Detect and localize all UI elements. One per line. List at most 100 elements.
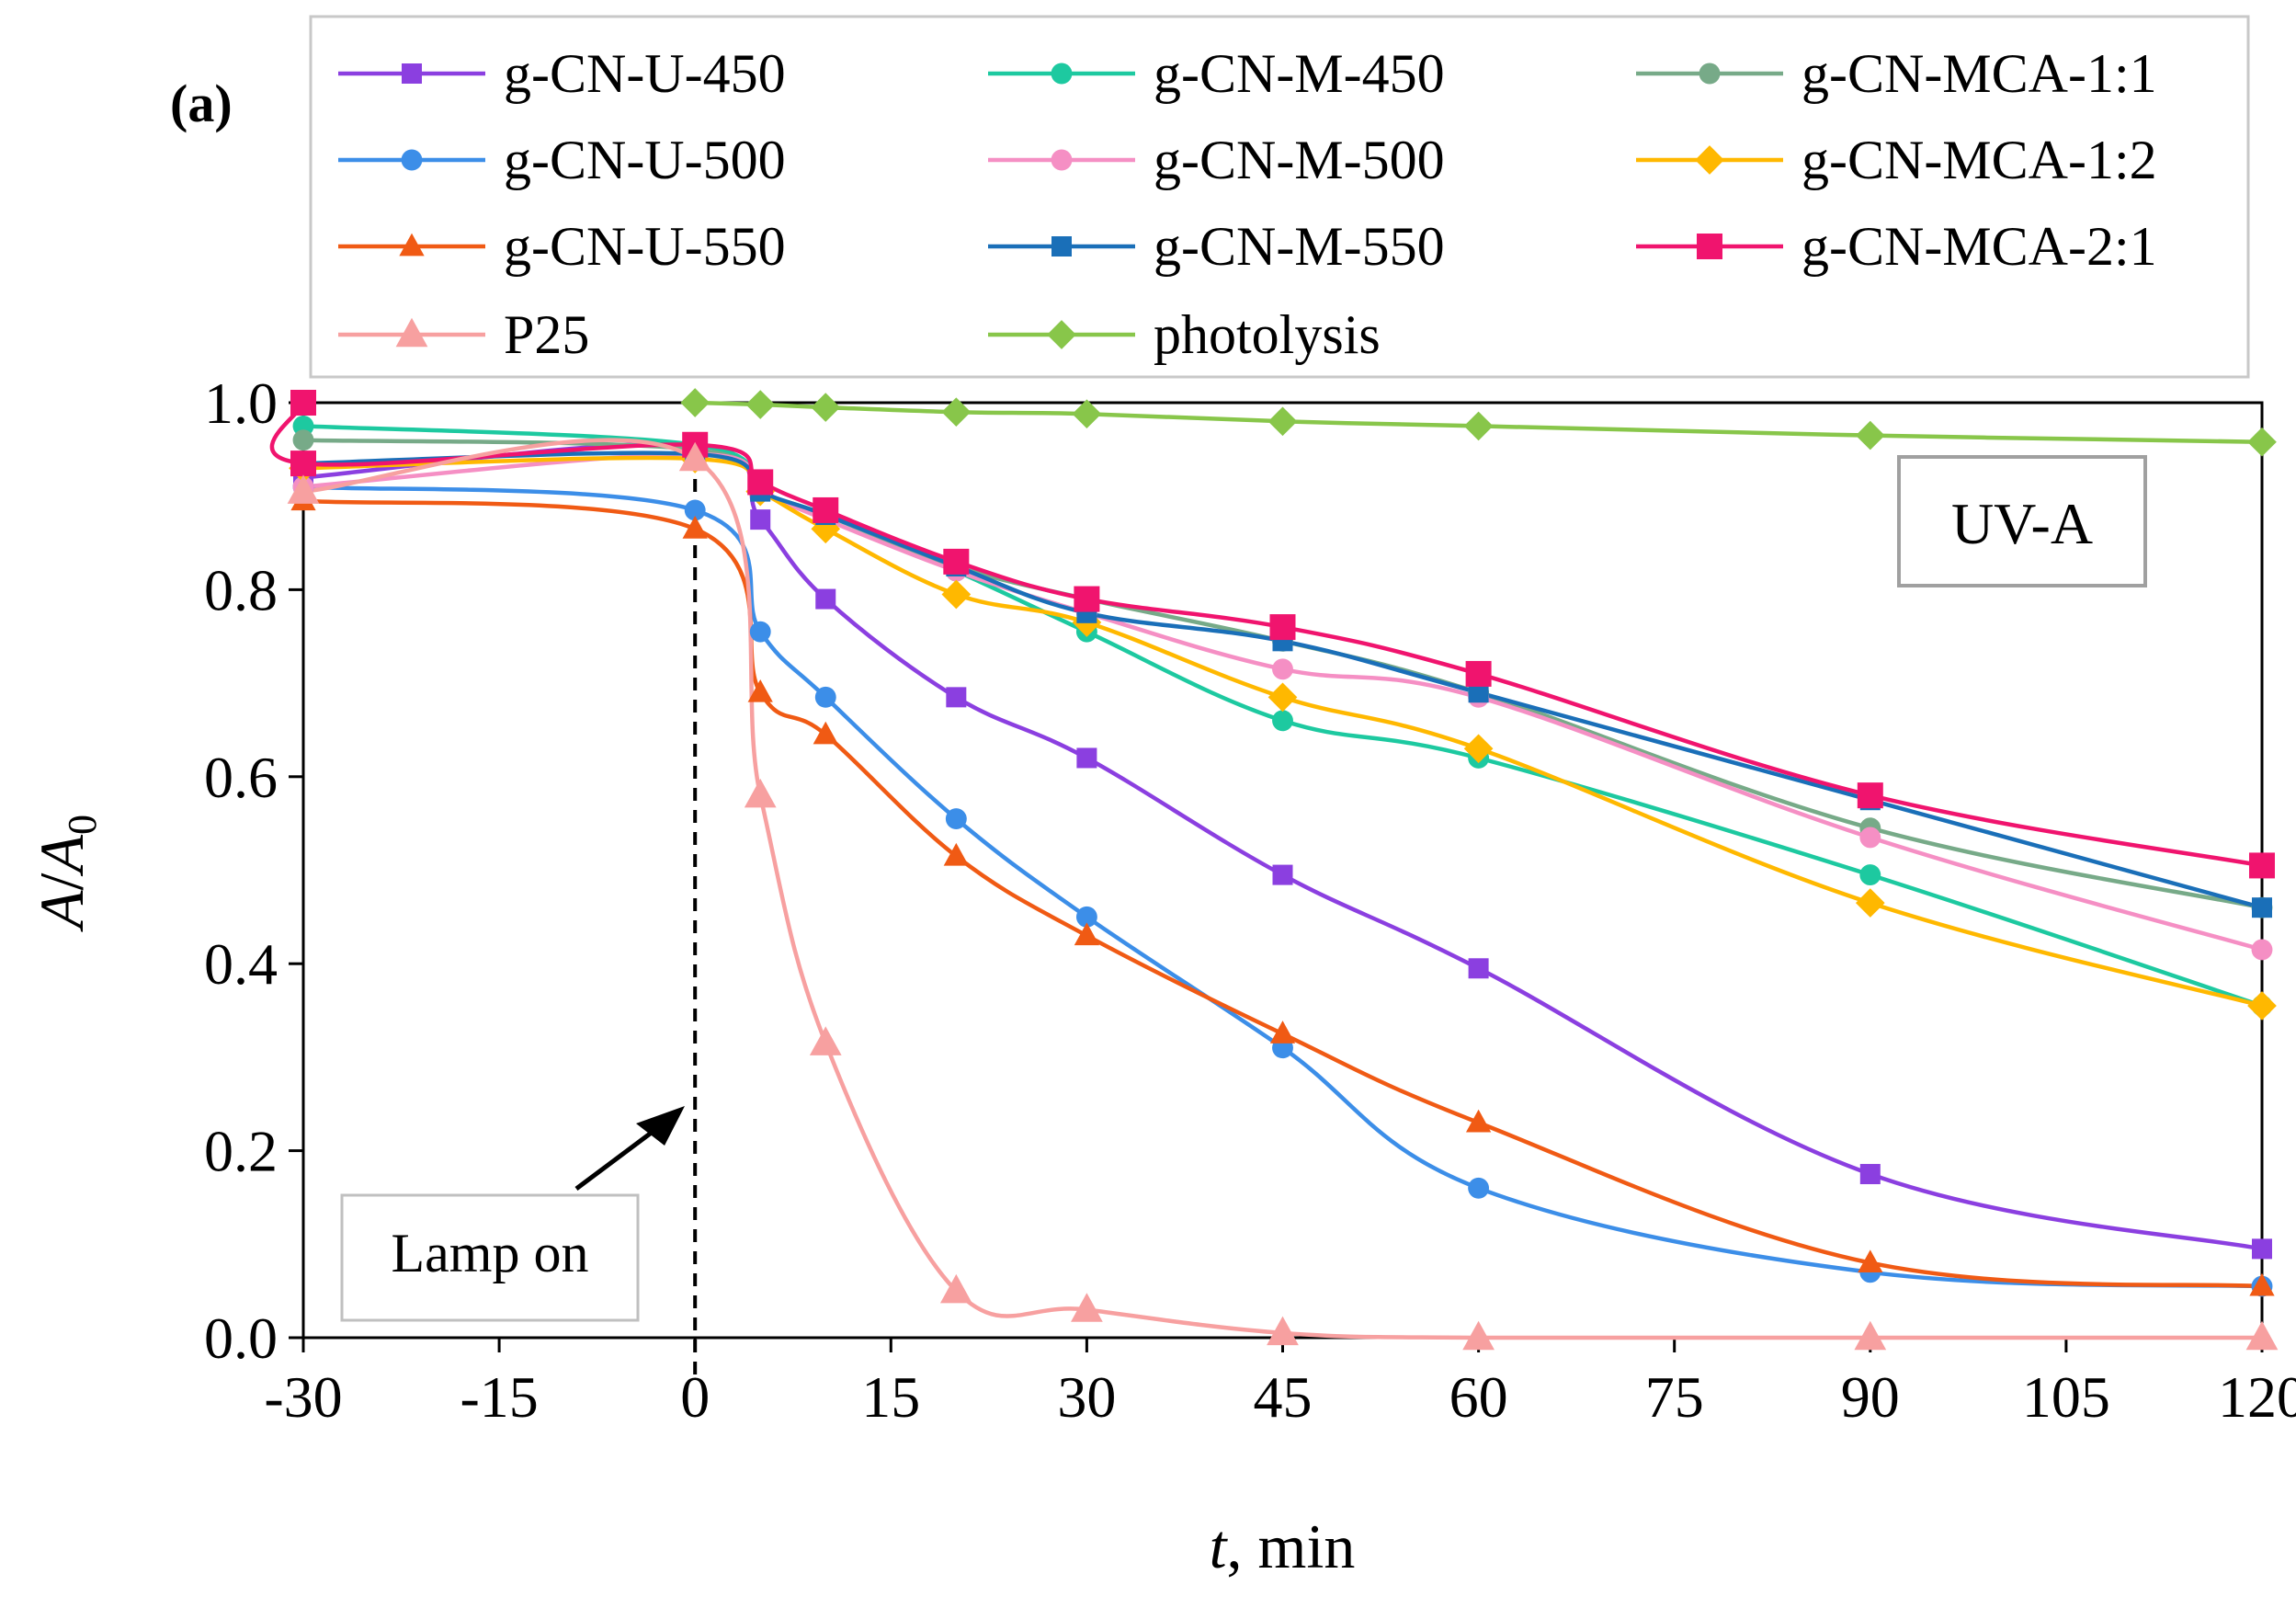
data-point-g-cn-mca-2-1 <box>1269 614 1296 641</box>
data-point-g-cn-mca-1-2 <box>1267 682 1298 713</box>
lamp-on-arrow-head <box>636 1106 685 1146</box>
data-point-g-cn-u-500 <box>814 686 836 708</box>
data-point-photolysis <box>745 390 776 419</box>
legend-marker <box>401 149 423 171</box>
legend-entry-g-cn-m-450: g-CN-M-450 <box>988 43 1445 104</box>
lamp-on-box <box>340 1193 640 1322</box>
legend-label: P25 <box>504 304 589 365</box>
data-point-photolysis <box>2247 427 2277 457</box>
legend-entry-g-cn-u-450: g-CN-U-450 <box>338 43 786 104</box>
x-tick-label: 60 <box>1449 1364 1508 1430</box>
data-point-p25 <box>744 778 777 808</box>
legend-entry-p25: P25 <box>338 304 589 365</box>
data-point-p25 <box>287 474 320 504</box>
data-point-g-cn-mca-1-2 <box>941 579 972 610</box>
x-axis-title-var: t <box>1210 1511 1229 1581</box>
legend-label: g-CN-MCA-1:1 <box>1802 43 2157 104</box>
data-point-g-cn-u-550 <box>1858 1249 1883 1273</box>
legend-entry-g-cn-m-500: g-CN-M-500 <box>988 130 1445 190</box>
x-tick-label: -15 <box>460 1364 538 1430</box>
legend-marker <box>1047 320 1076 349</box>
legend-box <box>309 15 2250 379</box>
panel-label: (a) <box>170 74 233 133</box>
legend-entry-g-cn-m-550: g-CN-M-550 <box>988 216 1445 277</box>
data-point-g-cn-mca-1-2 <box>1463 734 1494 764</box>
legend-label: g-CN-U-450 <box>504 43 786 104</box>
series-line-g-cn-mca-2-1 <box>269 402 2263 868</box>
series-line-p25 <box>302 438 2262 1340</box>
data-point-photolysis <box>1072 399 1102 429</box>
data-point-g-cn-mca-1-2 <box>1855 888 1885 918</box>
data-point-photolysis <box>1855 420 1885 450</box>
data-point-g-cn-u-450 <box>1468 958 1489 979</box>
y-tick-label: 0.4 <box>204 931 278 997</box>
y-tick-label: 0.8 <box>204 557 278 622</box>
x-tick-label: 75 <box>1645 1364 1704 1430</box>
x-axis-title-unit: , min <box>1227 1511 1356 1581</box>
legend-label: g-CN-M-500 <box>1154 130 1445 190</box>
data-point-g-cn-m-500 <box>2251 939 2273 961</box>
x-tick-label: -30 <box>264 1364 342 1430</box>
uv-a-box <box>1897 455 2147 587</box>
legend-entry-g-cn-u-550: g-CN-U-550 <box>338 216 786 277</box>
data-point-g-cn-u-450 <box>815 588 836 610</box>
x-tick-label: 0 <box>680 1364 710 1430</box>
data-point-p25 <box>939 1273 972 1304</box>
data-point-g-cn-mca-2-1 <box>290 450 316 477</box>
data-point-p25 <box>1267 1316 1299 1346</box>
legend-entry-photolysis: photolysis <box>988 304 1381 365</box>
data-point-p25 <box>1854 1320 1887 1351</box>
data-point-g-cn-m-500 <box>1272 658 1293 680</box>
data-point-g-cn-mca-2-1 <box>943 548 970 575</box>
y-axis-title-num: A <box>27 890 97 932</box>
legend-marker <box>1051 149 1073 171</box>
data-point-p25 <box>809 1026 842 1055</box>
legend-entry-g-cn-mca-2-1: g-CN-MCA-2:1 <box>1636 216 2157 277</box>
y-tick-label: 0.0 <box>204 1306 278 1371</box>
data-point-g-cn-mca-2-1 <box>1857 782 1883 809</box>
y-axis-title-slash: / <box>27 872 97 890</box>
legend-marker <box>1695 145 1724 175</box>
data-point-g-cn-u-550 <box>2249 1272 2275 1296</box>
lamp-on-arrow-shaft <box>574 1121 665 1192</box>
data-point-g-cn-u-450 <box>1076 747 1097 769</box>
legend-entry-g-cn-u-500: g-CN-U-500 <box>338 130 786 190</box>
data-point-g-cn-u-550 <box>747 679 773 702</box>
data-point-g-cn-u-500 <box>749 621 771 643</box>
y-axis-title-sub: 0 <box>60 815 105 835</box>
data-point-g-cn-u-450 <box>946 687 967 708</box>
series-line-g-cn-u-550 <box>302 498 2263 1289</box>
data-point-g-cn-u-550 <box>943 842 969 866</box>
series-line-g-cn-m-450 <box>302 424 2263 1009</box>
data-point-g-cn-m-550 <box>1468 682 1489 703</box>
y-tick-label: 0.2 <box>204 1119 278 1184</box>
data-point-g-cn-u-550 <box>1269 1021 1296 1043</box>
y-tick-label: 0.6 <box>204 745 278 810</box>
data-point-g-cn-mca-2-1 <box>290 390 316 416</box>
axes: -30 -15 0 15 30 45 60 75 90 105 120 0.0 0.2 0.4 0.6 0.8… <box>204 371 2296 1430</box>
legend-marker <box>1051 63 1073 85</box>
data-point-photolysis <box>941 397 972 428</box>
legend-label: photolysis <box>1154 304 1381 365</box>
x-tick-label: 105 <box>2022 1364 2110 1430</box>
uv-a-label: UV-A <box>1951 491 2093 556</box>
data-point-g-cn-u-450 <box>1859 1164 1881 1185</box>
x-tick-label: 45 <box>1254 1364 1313 1430</box>
data-point-g-cn-mca-1-1 <box>292 429 314 451</box>
x-tick-label: 90 <box>1841 1364 1900 1430</box>
data-point-photolysis <box>811 393 841 422</box>
legend-label: g-CN-MCA-2:1 <box>1802 216 2157 277</box>
legend-label: g-CN-U-500 <box>504 130 786 190</box>
data-point-g-cn-u-450 <box>2252 1238 2272 1260</box>
x-axis-title: t, min <box>1210 1511 1356 1581</box>
y-tick-label: 1.0 <box>204 371 278 436</box>
data-point-g-cn-u-450 <box>1272 864 1293 885</box>
data-point-p25 <box>678 441 711 472</box>
data-point-photolysis <box>1463 411 1494 441</box>
data-point-g-cn-mca-2-1 <box>813 496 839 523</box>
data-point-g-cn-m-450 <box>1859 864 1881 886</box>
legend-marker <box>402 63 422 84</box>
data-point-g-cn-u-500 <box>945 808 967 830</box>
data-point-g-cn-m-500 <box>1859 827 1881 849</box>
